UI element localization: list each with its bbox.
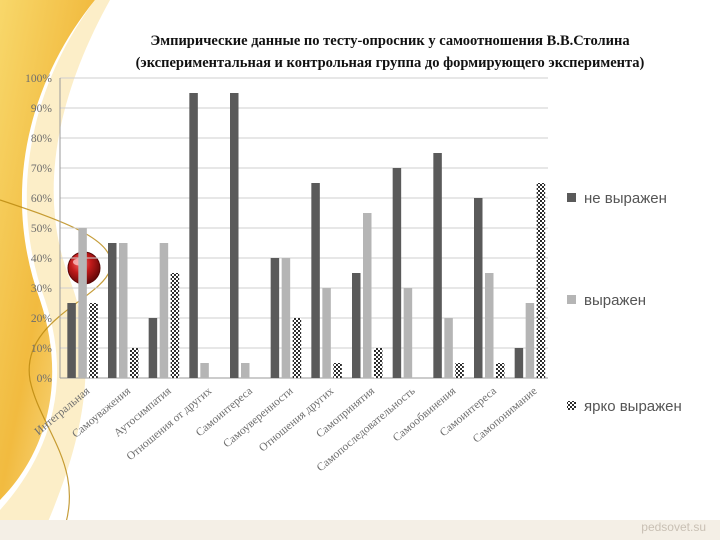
y-tick-label: 100% — [25, 73, 52, 85]
bar-2-9 — [403, 288, 413, 378]
legend-label-2: выражен — [584, 292, 646, 309]
bar-1-12 — [514, 348, 524, 378]
bar-1-1 — [67, 303, 76, 378]
bar-3-8 — [374, 348, 383, 378]
bar-1-2 — [108, 243, 117, 378]
gold-swirl — [0, 0, 95, 500]
bar-1-9 — [392, 168, 402, 378]
bar-3-7 — [333, 363, 342, 378]
bar-2-3 — [159, 243, 169, 378]
bottom-band — [0, 520, 720, 540]
bar-2-11 — [485, 273, 494, 378]
bar-1-4 — [189, 93, 198, 378]
bar-1-5 — [230, 93, 239, 378]
y-tick-label: 70% — [31, 163, 53, 175]
bar-2-1 — [78, 228, 87, 378]
watermark: pedsovet.su — [641, 520, 706, 534]
legend-label-1: не выражен — [584, 190, 667, 207]
y-tick-label: 40% — [31, 253, 53, 265]
bar-3-11 — [496, 363, 505, 378]
bar-3-3 — [170, 273, 180, 378]
y-tick-label: 90% — [31, 103, 53, 115]
bar-2-10 — [444, 318, 453, 378]
bar-1-8 — [352, 273, 361, 378]
bar-3-12 — [536, 183, 546, 378]
bar-3-10 — [455, 363, 464, 378]
y-tick-label: 50% — [31, 223, 53, 235]
x-tick-label: Самоуверенности — [221, 385, 295, 450]
legend-label-3: ярко выражен — [584, 398, 682, 415]
y-tick-label: 0% — [37, 373, 53, 385]
bar-1-10 — [433, 153, 442, 378]
bar-2-4 — [200, 363, 209, 378]
y-tick-label: 10% — [31, 343, 53, 355]
y-tick-label: 80% — [31, 133, 53, 145]
legend-swatch-1 — [567, 193, 576, 202]
bar-3-6 — [292, 318, 302, 378]
bar-2-5 — [241, 363, 250, 378]
bar-1-6 — [270, 258, 280, 378]
bar-2-6 — [281, 258, 291, 378]
bar-2-7 — [322, 288, 331, 378]
legend-swatch-3 — [567, 401, 576, 410]
bar-2-2 — [119, 243, 128, 378]
gold-swirl-inner — [0, 0, 110, 540]
chart-title-line-2: (экспериментальная и контрольная группа … — [135, 55, 645, 71]
bar-2-8 — [363, 213, 372, 378]
bar-2-12 — [525, 303, 535, 378]
chart-title-line-1: Эмпирические данные по тесту-опросник у … — [150, 33, 630, 49]
bar-3-1 — [89, 303, 98, 378]
y-tick-label: 30% — [31, 283, 53, 295]
bar-1-3 — [148, 318, 158, 378]
y-tick-label: 60% — [31, 193, 53, 205]
bar-1-7 — [311, 183, 320, 378]
x-tick-label: Отношения других — [257, 385, 337, 454]
legend-swatch-2 — [567, 295, 576, 304]
bar-3-2 — [130, 348, 139, 378]
bar-1-11 — [474, 198, 483, 378]
y-tick-label: 20% — [31, 313, 53, 325]
